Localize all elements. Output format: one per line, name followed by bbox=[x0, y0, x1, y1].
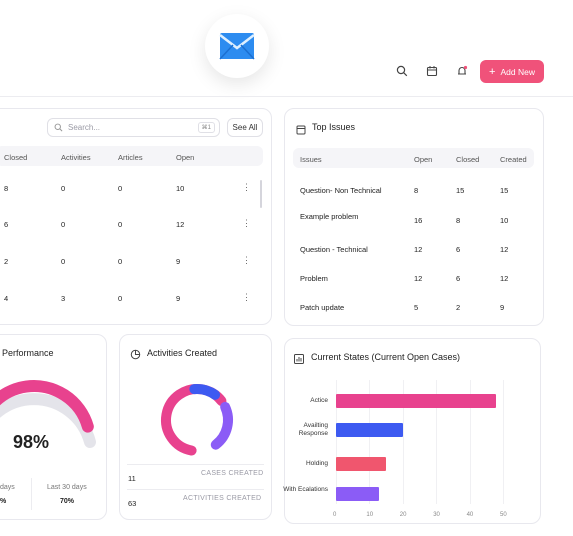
column-header-created[interactable]: Created bbox=[500, 155, 527, 164]
issue-open: 16 bbox=[414, 216, 423, 225]
top-issues-icon bbox=[296, 122, 306, 140]
column-header-activities[interactable]: Activities bbox=[61, 153, 91, 162]
search-input[interactable]: Search... ⌘1 bbox=[47, 118, 220, 137]
cell-open: 10 bbox=[176, 184, 185, 193]
notification-bell-icon[interactable] bbox=[453, 62, 471, 80]
issue-created: 9 bbox=[500, 303, 505, 312]
issue-open: 5 bbox=[414, 303, 419, 312]
cell-closed: 4 bbox=[4, 294, 9, 303]
cell-activities: 0 bbox=[61, 257, 66, 266]
search-icon[interactable] bbox=[393, 62, 411, 80]
issue-created: 12 bbox=[500, 245, 509, 254]
column-header-articles[interactable]: Articles bbox=[118, 153, 143, 162]
issue-created: 15 bbox=[500, 186, 509, 195]
column-header-closed[interactable]: Closed bbox=[456, 155, 480, 164]
search-shortcut: ⌘1 bbox=[197, 122, 215, 133]
chart-title: Current States (Current Open Cases) bbox=[311, 352, 461, 362]
top-issues-card bbox=[284, 108, 544, 326]
table-scrollbar[interactable] bbox=[260, 180, 262, 208]
cell-open: 9 bbox=[176, 294, 181, 303]
calendar-icon[interactable] bbox=[423, 62, 441, 80]
cell-closed: 6 bbox=[4, 220, 9, 229]
issue-name[interactable]: Question- Non Technical bbox=[300, 186, 382, 195]
row-menu-icon[interactable]: ⋮ bbox=[242, 182, 251, 192]
left-period-value: % bbox=[0, 498, 7, 505]
search-icon bbox=[54, 123, 63, 132]
column-header-issues[interactable]: Issues bbox=[300, 155, 322, 164]
issue-name[interactable]: Patch update bbox=[300, 303, 345, 312]
add-new-button[interactable]: + Add New bbox=[480, 60, 544, 83]
stat-divider bbox=[31, 478, 32, 510]
issue-closed: 6 bbox=[456, 245, 461, 254]
issue-closed: 2 bbox=[456, 303, 461, 312]
cell-articles: 0 bbox=[118, 294, 123, 303]
cell-open: 9 bbox=[176, 257, 181, 266]
activities-title: Activities Created bbox=[147, 348, 218, 358]
issue-open: 8 bbox=[414, 186, 419, 195]
header-divider bbox=[0, 96, 573, 97]
cases-created-value: 11 bbox=[128, 474, 136, 483]
cases-created-label: CASES CREATED bbox=[201, 470, 264, 477]
activities-created-value: 63 bbox=[128, 499, 137, 508]
cell-closed: 8 bbox=[4, 184, 9, 193]
issue-created: 12 bbox=[500, 274, 509, 283]
left-period-label: days bbox=[0, 484, 15, 491]
cell-articles: 0 bbox=[118, 184, 123, 193]
donut-segment-purple bbox=[161, 384, 233, 456]
gauge-fill bbox=[0, 380, 94, 433]
pie-chart-icon bbox=[130, 347, 141, 365]
issue-name[interactable]: Question - Technical bbox=[300, 245, 368, 254]
right-period-label: Last 30 days bbox=[47, 484, 87, 491]
performance-percent: 98% bbox=[13, 432, 50, 452]
cell-articles: 0 bbox=[118, 257, 123, 266]
activities-donut bbox=[161, 384, 233, 456]
row-menu-icon[interactable]: ⋮ bbox=[242, 218, 251, 228]
cases-table-card bbox=[0, 108, 272, 325]
cell-activities: 3 bbox=[61, 294, 66, 303]
performance-gauge bbox=[0, 380, 96, 448]
top-issues-title: Top Issues bbox=[312, 122, 356, 132]
current-states-card bbox=[284, 338, 541, 524]
issue-closed: 6 bbox=[456, 274, 461, 283]
see-all-button[interactable]: See All bbox=[227, 118, 263, 137]
row-menu-icon[interactable]: ⋮ bbox=[242, 255, 251, 265]
right-period-value: 70% bbox=[60, 498, 75, 505]
cases-table-header bbox=[0, 146, 263, 166]
row-menu-icon[interactable]: ⋮ bbox=[242, 292, 251, 302]
performance-title: Performance bbox=[2, 348, 54, 358]
issue-open: 12 bbox=[414, 274, 423, 283]
plus-icon: + bbox=[489, 65, 496, 78]
stats-divider bbox=[127, 464, 264, 465]
issue-created: 10 bbox=[500, 216, 509, 225]
mail-icon bbox=[219, 33, 255, 60]
search-placeholder: Search... bbox=[68, 123, 101, 132]
cell-activities: 0 bbox=[61, 220, 66, 229]
stats-divider bbox=[127, 489, 264, 490]
cell-closed: 2 bbox=[4, 257, 9, 266]
add-new-label: Add New bbox=[500, 66, 535, 77]
top-issues-header bbox=[293, 148, 534, 168]
issue-closed: 8 bbox=[456, 216, 461, 225]
column-header-closed[interactable]: Closed bbox=[4, 153, 28, 162]
issue-open: 12 bbox=[414, 245, 423, 254]
bar-chart-icon bbox=[294, 351, 304, 369]
issue-name[interactable]: Example problem bbox=[300, 212, 359, 221]
cell-activities: 0 bbox=[61, 184, 66, 193]
issue-closed: 15 bbox=[456, 186, 465, 195]
column-header-open[interactable]: Open bbox=[176, 153, 195, 162]
column-header-open[interactable]: Open bbox=[414, 155, 433, 164]
activities-created-label: ACTIVITIES CREATED bbox=[183, 495, 262, 502]
cell-articles: 0 bbox=[118, 220, 123, 229]
mail-badge[interactable] bbox=[205, 14, 269, 78]
cell-open: 12 bbox=[176, 220, 185, 229]
donut-segment-blue bbox=[161, 384, 233, 456]
issue-name[interactable]: Problem bbox=[300, 274, 328, 283]
